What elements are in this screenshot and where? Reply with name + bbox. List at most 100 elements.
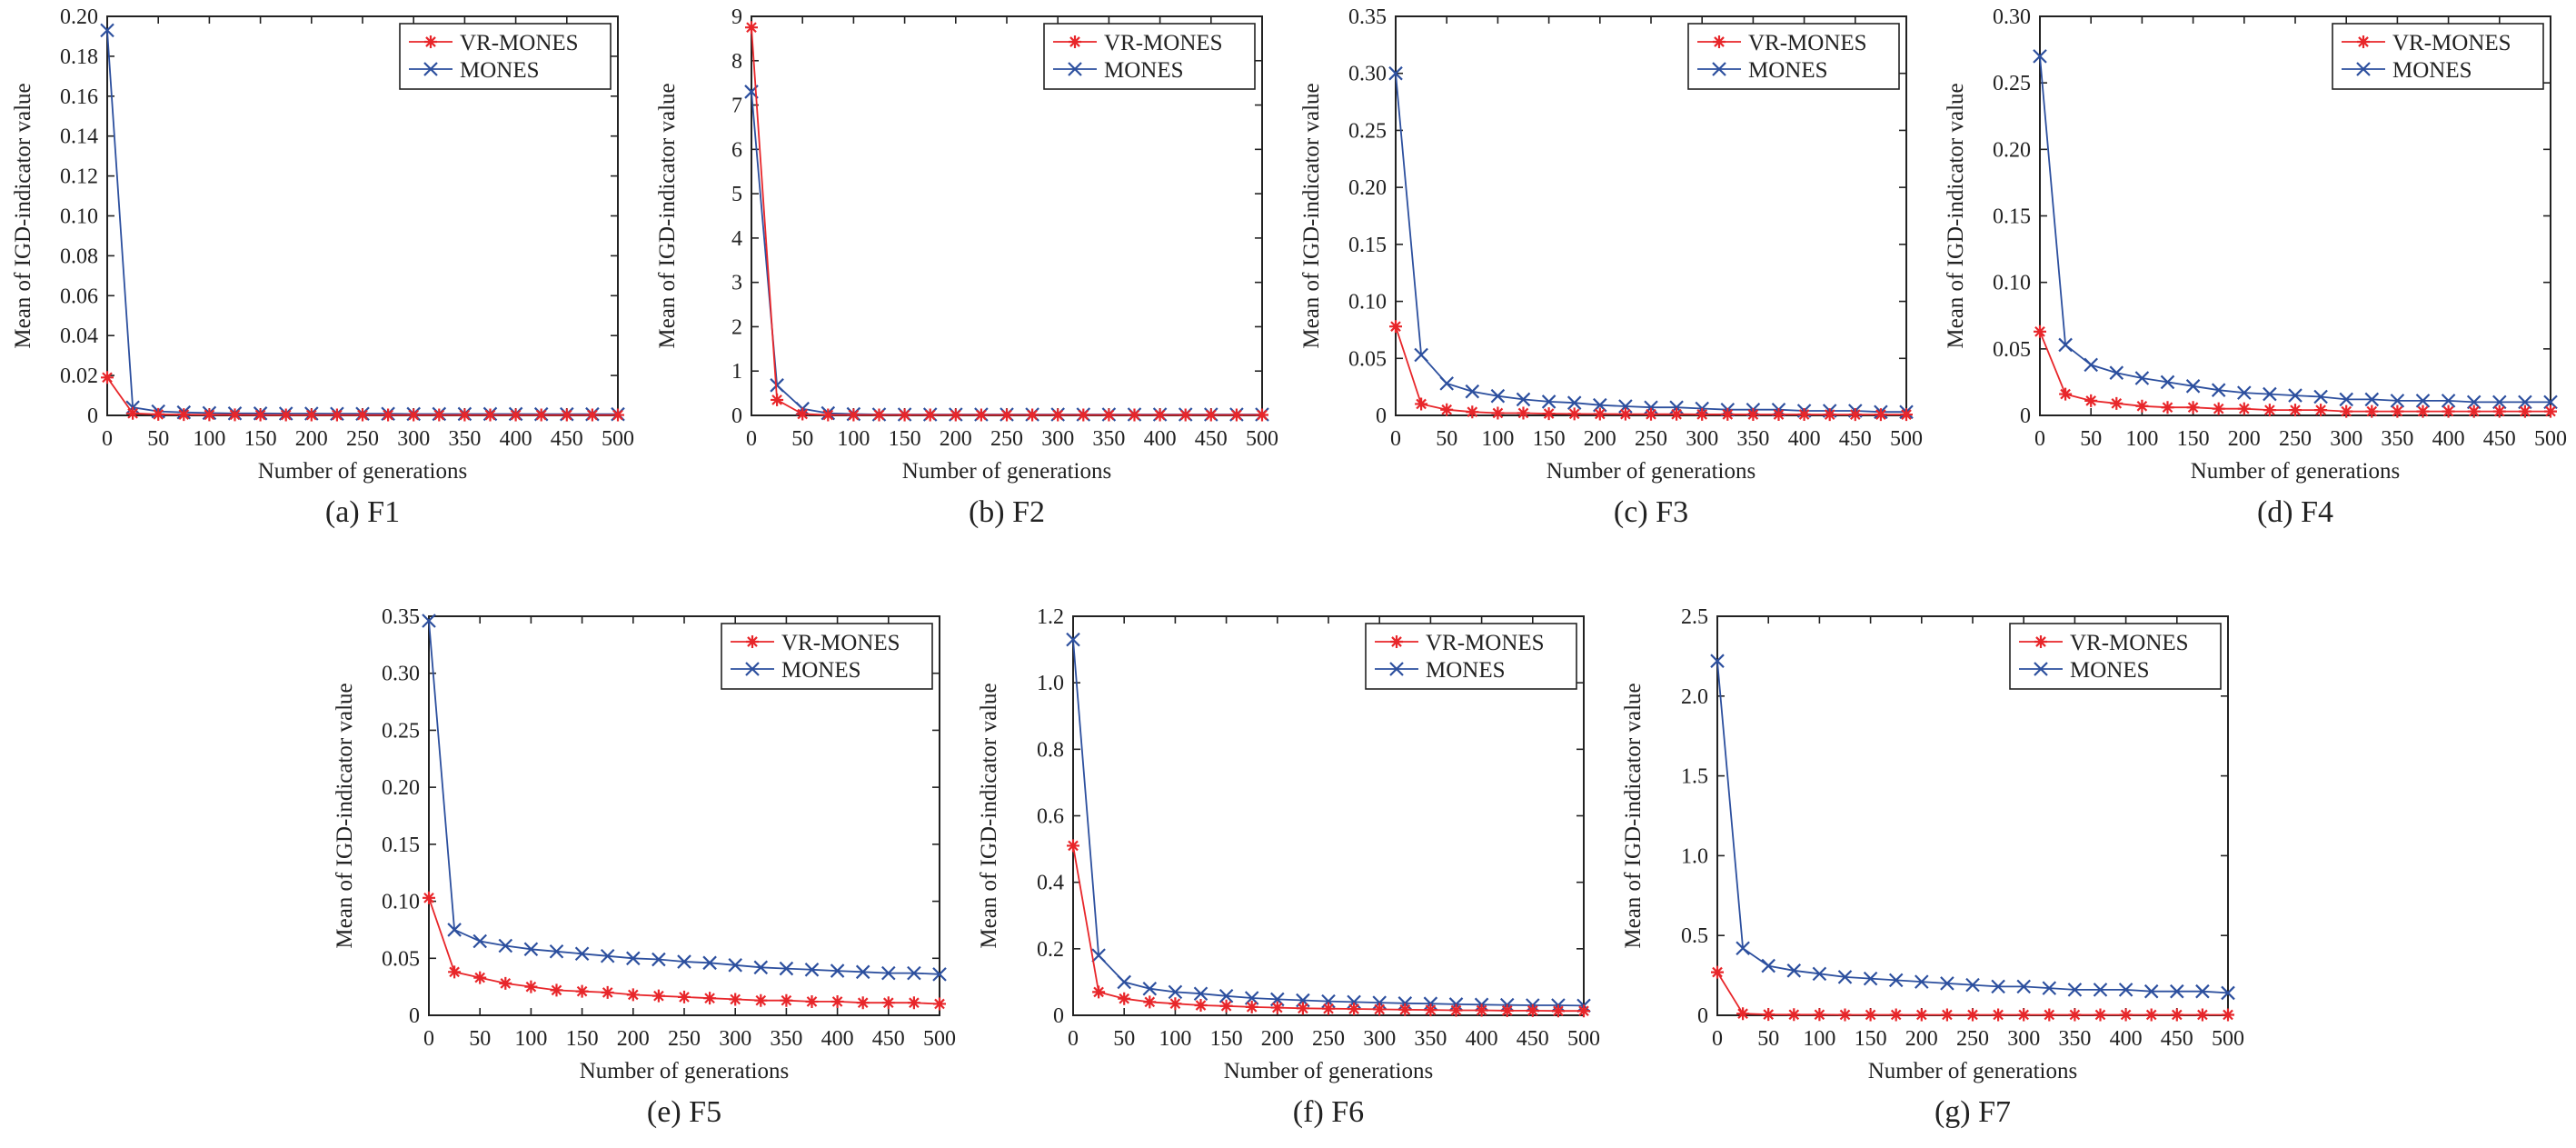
y-tick-label: 0.06: [60, 285, 98, 308]
y-tick-label: 0.2: [1037, 938, 1064, 962]
x-tick-label: 100: [1803, 1027, 1835, 1051]
data-point-marker: [1711, 965, 1724, 979]
legend-marker: [424, 35, 437, 48]
data-point-marker: [1900, 408, 1913, 422]
data-point-marker: [1500, 1003, 1514, 1017]
y-axis-label: Mean of IGD-indicator value: [977, 683, 1001, 948]
data-point-marker: [1466, 405, 1479, 419]
y-tick-label: 6: [731, 138, 742, 162]
x-tick-label: 0: [1712, 1027, 1723, 1051]
data-point-marker: [2314, 404, 2328, 417]
data-point-marker: [1577, 1004, 1590, 1018]
data-point-marker: [881, 996, 895, 1010]
data-point-marker: [2144, 1008, 2158, 1022]
data-point-marker: [949, 408, 962, 422]
data-point-marker: [1813, 1008, 1826, 1022]
data-point-marker: [1348, 1003, 1361, 1016]
series-vr-mones: [745, 21, 1268, 422]
data-point-marker: [2186, 401, 2200, 414]
data-point-marker: [356, 408, 369, 422]
series-mones: [744, 85, 1269, 422]
x-tick-label: 350: [1414, 1027, 1447, 1051]
data-point-marker: [2442, 404, 2455, 418]
data-point-marker: [898, 408, 911, 422]
data-point-marker: [1863, 971, 1878, 986]
data-point-marker: [1194, 999, 1208, 1013]
data-point-marker: [754, 993, 768, 1007]
data-point-marker: [907, 965, 921, 981]
data-point-marker: [2093, 983, 2108, 997]
panel-caption: (e) F5: [647, 1095, 721, 1129]
legend-box: [2332, 23, 2544, 90]
x-tick-label: 100: [193, 427, 225, 451]
x-tick-label: 250: [990, 427, 1023, 451]
data-point-marker: [1797, 407, 1811, 421]
data-point-marker: [2313, 389, 2328, 404]
x-tick-label: 300: [1041, 427, 1074, 451]
data-point-marker: [2067, 983, 2083, 997]
data-point-marker: [2195, 983, 2210, 999]
data-point-marker: [1710, 654, 1725, 668]
data-point-marker: [304, 408, 318, 422]
data-point-marker: [1669, 400, 1684, 414]
data-point-marker: [1143, 995, 1157, 1009]
data-point-marker: [422, 614, 436, 628]
x-axis-label: Number of generations: [580, 1059, 789, 1083]
data-point-marker: [2237, 402, 2251, 415]
legend-marker: [2034, 635, 2047, 648]
legend-marker: [423, 62, 438, 76]
data-point-marker: [932, 967, 947, 982]
data-point-marker: [330, 408, 343, 422]
y-tick-label: 0.20: [1348, 176, 1387, 200]
series-line: [1072, 845, 1584, 1013]
legend-box: [1043, 23, 1256, 90]
data-point-marker: [2084, 357, 2098, 373]
y-tick-label: 0.10: [1348, 291, 1387, 314]
y-axis-label: Mean of IGD-indicator value: [1299, 83, 1324, 348]
legend-label: VR-MONES: [781, 631, 900, 655]
data-point-marker: [1746, 407, 1760, 421]
y-tick-label: 0.05: [1348, 347, 1387, 371]
data-point-marker: [2016, 979, 2031, 994]
data-point-marker: [923, 408, 937, 422]
data-point-marker: [2161, 401, 2174, 414]
data-point-marker: [1644, 400, 1658, 414]
x-tick-label: 350: [2381, 427, 2413, 451]
panel-caption: (b) F2: [969, 495, 1045, 529]
data-point-marker: [804, 963, 820, 977]
y-tick-label: 0.05: [382, 947, 420, 971]
y-tick-label: 1: [731, 360, 742, 384]
data-point-marker: [729, 993, 742, 1006]
data-point-marker: [780, 993, 793, 1007]
data-point-marker: [1168, 984, 1183, 1000]
legend: VR-MONES MONES: [1043, 23, 1256, 90]
data-point-marker: [1593, 407, 1606, 421]
data-point-marker: [856, 996, 870, 1010]
series-vr-mones: [1389, 320, 1913, 422]
y-tick-label: 4: [731, 227, 742, 251]
x-tick-label: 200: [1261, 1027, 1294, 1051]
y-tick-label: 0: [1053, 1004, 1064, 1028]
data-point-marker: [2288, 388, 2302, 403]
series-vr-mones: [1711, 965, 2234, 1022]
series-line: [1395, 73, 1906, 414]
x-tick-label: 50: [2080, 427, 2102, 451]
data-point-marker: [2289, 404, 2302, 417]
data-point-marker: [2391, 404, 2404, 418]
legend-marker: [1712, 62, 1726, 76]
data-point-marker: [2466, 394, 2482, 410]
y-tick-label: 0.14: [60, 125, 98, 149]
data-point-marker: [1193, 986, 1208, 1001]
data-point-marker: [1618, 407, 1632, 421]
data-point-marker: [483, 408, 497, 422]
data-point-marker: [1118, 992, 1131, 1005]
data-point-marker: [2340, 404, 2353, 418]
data-point-marker: [473, 971, 487, 984]
y-tick-label: 0.25: [1993, 72, 2031, 95]
y-tick-label: 1.0: [1037, 672, 1064, 695]
data-point-marker: [228, 408, 242, 422]
series-mones: [2033, 49, 2558, 410]
data-point-marker: [651, 952, 666, 967]
x-tick-label: 150: [889, 427, 921, 451]
